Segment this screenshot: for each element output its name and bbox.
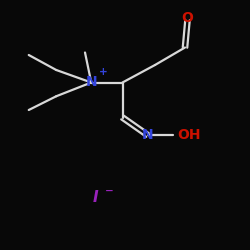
- Text: O: O: [182, 10, 194, 24]
- Text: −: −: [105, 186, 114, 196]
- Text: N: N: [142, 128, 153, 142]
- Text: I: I: [92, 190, 98, 205]
- Text: OH: OH: [177, 128, 201, 142]
- Text: +: +: [99, 67, 108, 77]
- Text: N: N: [86, 76, 97, 90]
